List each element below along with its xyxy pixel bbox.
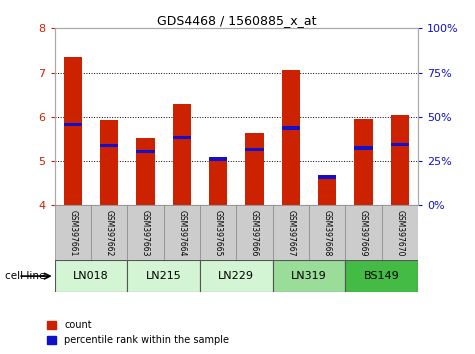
Text: GSM397668: GSM397668 [323,210,332,256]
Bar [136,150,154,153]
Text: GSM397670: GSM397670 [395,210,404,256]
Bar [100,120,118,205]
Bar [163,205,200,260]
Text: LN319: LN319 [291,271,327,281]
Text: GSM397662: GSM397662 [104,210,114,256]
Text: GSM397666: GSM397666 [250,210,259,256]
Bar [391,143,409,147]
Bar [200,260,273,292]
Bar [391,115,409,205]
Text: LN018: LN018 [73,271,109,281]
Title: GDS4468 / 1560885_x_at: GDS4468 / 1560885_x_at [157,14,316,27]
Text: BS149: BS149 [364,271,399,281]
Bar [282,126,300,130]
Bar [318,175,336,179]
Bar [91,205,127,260]
Legend: count, percentile rank within the sample: count, percentile rank within the sample [43,316,233,349]
Bar [127,205,163,260]
Bar [209,157,227,161]
Bar [309,205,345,260]
Text: GSM397661: GSM397661 [68,210,77,256]
Bar [173,104,191,205]
Bar [237,205,273,260]
Bar [273,260,345,292]
Bar [55,260,127,292]
Bar [209,159,227,205]
Bar [273,205,309,260]
Bar [282,70,300,205]
Text: LN229: LN229 [218,271,254,281]
Bar [354,119,372,205]
Bar [318,177,336,205]
Text: GSM397663: GSM397663 [141,210,150,256]
Bar [100,144,118,147]
Text: GSM397669: GSM397669 [359,210,368,256]
Bar [64,57,82,205]
Text: GSM397664: GSM397664 [177,210,186,256]
Bar [246,133,264,205]
Bar [64,122,82,126]
Bar [345,260,418,292]
Bar [55,205,91,260]
Text: cell line: cell line [5,271,45,281]
Bar [345,205,381,260]
Bar [246,148,264,152]
Bar [381,205,418,260]
Text: GSM397667: GSM397667 [286,210,295,256]
Bar [173,136,191,139]
Text: GSM397665: GSM397665 [214,210,223,256]
Bar [136,138,154,205]
Bar [127,260,200,292]
Text: LN215: LN215 [146,271,181,281]
Bar [200,205,237,260]
Bar [354,146,372,150]
